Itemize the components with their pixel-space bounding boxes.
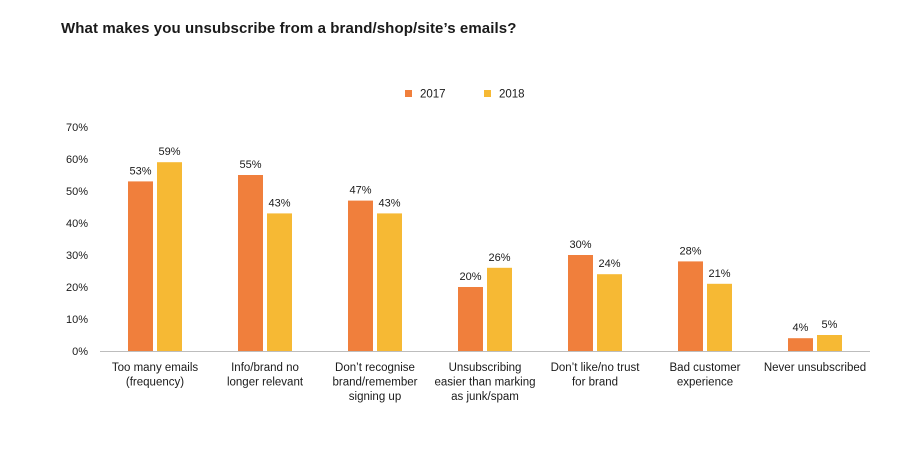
data-label-2018: 21% [708, 268, 730, 280]
y-tick-label: 0% [72, 346, 88, 358]
data-label-2018: 43% [268, 197, 290, 209]
y-axis: 0% 10% 20% 30% 40% 50% 60% 70% [66, 122, 88, 358]
x-tick-label: Info/brand no longer relevant [227, 362, 304, 389]
bar-2018 [487, 267, 512, 351]
bar-2017 [348, 200, 373, 351]
x-tick-label: Too many emails (frequency) [112, 362, 199, 389]
bar-2018 [267, 213, 292, 351]
data-label-2017: 20% [459, 271, 481, 283]
x-tick-label: Unsubscribing easier than marking as junk/… [435, 362, 536, 403]
x-tick-label: Never unsubscribed [764, 362, 866, 374]
x-tick-label: Don’t like/no trust for brand [551, 362, 641, 389]
bar-2018 [707, 283, 732, 351]
legend-swatch-2018 [484, 90, 491, 97]
data-label-2018: 26% [488, 252, 510, 264]
data-label-2018: 43% [378, 197, 400, 209]
bar-2018 [157, 162, 182, 351]
legend-label-2017: 2017 [420, 89, 446, 101]
y-tick-label: 60% [66, 154, 88, 166]
data-label-2017: 28% [679, 245, 701, 257]
x-tick-label: Bad customer experience [670, 362, 741, 389]
data-label-2018: 5% [822, 319, 838, 331]
y-tick-label: 70% [66, 122, 88, 134]
y-tick-label: 40% [66, 218, 88, 230]
y-tick-label: 10% [66, 314, 88, 326]
legend-swatch-2017 [405, 90, 412, 97]
bar-2017 [568, 255, 593, 351]
bar-2018 [597, 274, 622, 351]
data-label-2017: 30% [569, 239, 591, 251]
bar-2018 [817, 335, 842, 351]
chart-title: What makes you unsubscribe from a brand/… [61, 20, 517, 37]
legend-label-2018: 2018 [499, 89, 525, 101]
bar-2017 [788, 338, 813, 351]
bar-2017 [678, 261, 703, 351]
y-tick-label: 30% [66, 250, 88, 262]
data-label-2018: 59% [158, 146, 180, 158]
bar-2017 [238, 175, 263, 351]
data-label-2017: 55% [239, 159, 261, 171]
bars: 53% 59% 55% 43% 47% 43% 20% 26% 30% 24% 28% 21% 4% 5% [128, 146, 842, 351]
y-tick-label: 50% [66, 186, 88, 198]
x-tick-label: Don’t recognise brand/remember signing up [332, 362, 417, 403]
bar-2017 [128, 181, 153, 351]
bar-2017 [458, 287, 483, 351]
y-tick-label: 20% [66, 282, 88, 294]
data-label-2017: 4% [793, 322, 809, 334]
legend: 2017 2018 [405, 89, 525, 101]
bar-2018 [377, 213, 402, 351]
x-axis: Too many emails (frequency) Info/brand no l… [100, 351, 870, 403]
data-label-2017: 47% [349, 185, 371, 197]
data-label-2017: 53% [129, 165, 151, 177]
data-label-2018: 24% [598, 258, 620, 270]
